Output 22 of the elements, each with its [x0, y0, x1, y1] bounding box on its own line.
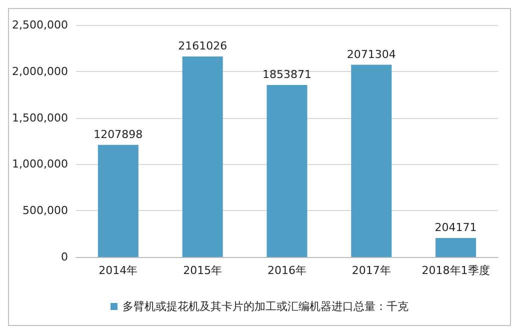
bar [351, 64, 392, 257]
legend-label: 多臂机或提花机及其卡片的加工或汇编机器进口总量：千克 [122, 300, 408, 313]
data-label: 1853871 [262, 68, 312, 81]
x-tick-label: 2015年 [183, 264, 222, 277]
y-tick-label: 500,000 [22, 204, 68, 218]
bar [98, 144, 138, 257]
data-label: 204171 [434, 221, 477, 234]
y-tick-label: 2,500,000 [12, 18, 68, 32]
x-tick-label: 2018年1季度 [422, 264, 490, 277]
x-tick-label: 2016年 [267, 264, 306, 277]
y-tick-label: 1,000,000 [12, 158, 68, 171]
bar [182, 56, 223, 257]
bar [436, 238, 476, 257]
data-label: 2161026 [178, 39, 228, 52]
bar [266, 84, 308, 257]
data-label: 1207898 [94, 128, 143, 141]
y-tick-label: 1,500,000 [12, 111, 68, 124]
y-tick-label: 2,000,000 [12, 64, 68, 78]
x-tick-label: 2014年 [98, 264, 138, 277]
x-tick-label: 2017年 [352, 264, 391, 277]
y-tick-label: 0 [60, 250, 68, 264]
data-label: 2071304 [346, 48, 396, 61]
